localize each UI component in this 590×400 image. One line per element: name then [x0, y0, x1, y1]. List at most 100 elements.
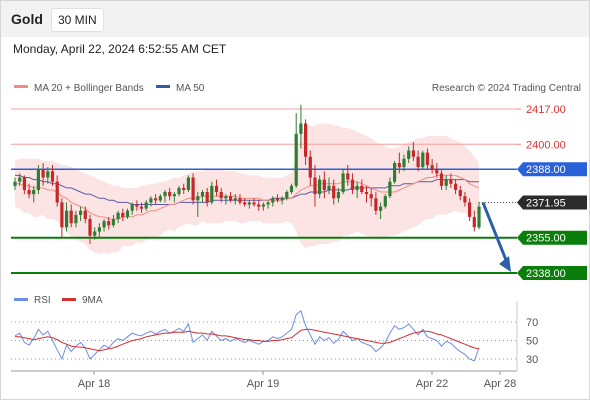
candle-body — [449, 179, 453, 184]
candle-body — [36, 169, 40, 190]
candle-body — [214, 185, 219, 192]
candle-body — [154, 198, 158, 201]
candle-body — [463, 196, 467, 203]
ma20-line — [15, 174, 480, 220]
candle-body — [350, 179, 355, 190]
candle-body — [74, 214, 78, 224]
candle-body — [336, 192, 340, 199]
candle-body — [402, 158, 406, 168]
pivot-label: 2388.00 — [526, 164, 566, 176]
candle-body — [355, 185, 359, 190]
candle-body — [308, 156, 312, 178]
candle-body — [468, 202, 472, 217]
candle-body — [257, 204, 261, 207]
candle-body — [50, 171, 55, 182]
candle-body — [393, 163, 397, 182]
candle-body — [22, 177, 26, 190]
candle-body — [346, 173, 350, 180]
price-levels — [11, 108, 517, 274]
candle-body — [135, 204, 139, 207]
rsi-ma-line — [15, 328, 480, 352]
candle-body — [172, 194, 176, 197]
candle-body — [439, 173, 444, 186]
rsi-tick-label: 70 — [526, 317, 538, 329]
candle-body — [32, 190, 36, 195]
candle-body — [182, 187, 186, 190]
candle-body — [294, 133, 298, 186]
candle-body — [364, 192, 369, 195]
candle-body — [229, 196, 233, 201]
candle-body — [360, 185, 364, 192]
candle-body — [177, 187, 181, 195]
candle-body — [125, 210, 130, 217]
candle-body — [191, 177, 195, 201]
candle-body — [458, 190, 462, 197]
candle-body — [238, 198, 242, 203]
candle-body — [196, 196, 200, 201]
candle-body — [13, 181, 17, 186]
candle-body — [210, 185, 214, 203]
support-2-label: 2338.00 — [526, 268, 566, 280]
candle-body — [425, 152, 429, 166]
candle-body — [121, 212, 125, 217]
candle-body — [65, 210, 69, 228]
instrument-title: Gold — [11, 11, 43, 27]
x-tick-label: Apr 22 — [416, 378, 448, 390]
candle-body — [88, 219, 92, 236]
resistance-2-label: 2400.00 — [526, 139, 566, 151]
candle-body — [224, 196, 228, 199]
x-tick-label: Apr 28 — [484, 378, 516, 390]
x-axis: Apr 18 Apr 19 Apr 22 Apr 28 — [11, 301, 518, 390]
candle-body — [233, 198, 237, 201]
candle-body — [435, 169, 439, 174]
ma20-legend-swatch — [14, 85, 28, 88]
candle-body — [285, 192, 289, 199]
candle-body — [477, 206, 481, 228]
candle-body — [397, 163, 401, 168]
candle-body — [341, 173, 345, 193]
candle-body — [430, 165, 434, 170]
rsi-ma-legend-label: 9MA — [82, 295, 103, 306]
last-price-label: 2371.95 — [526, 198, 566, 210]
candle-body — [116, 212, 120, 219]
rsi-ma-legend-swatch — [62, 298, 76, 301]
candle-body — [421, 152, 425, 168]
rsi-legend-label: RSI — [34, 295, 51, 306]
candle-body — [41, 169, 45, 178]
candle-body — [454, 183, 458, 190]
candle-body — [280, 198, 284, 201]
candle-body — [313, 177, 317, 195]
candle-body — [139, 206, 144, 209]
ma50-legend-label: MA 50 — [176, 83, 205, 94]
timeframe-badge[interactable]: 30 MIN — [51, 8, 104, 32]
rsi-legend-swatch — [14, 298, 28, 301]
candle-body — [444, 179, 448, 186]
candle-body — [97, 227, 101, 232]
x-tick-label: Apr 18 — [78, 378, 110, 390]
support-1-label: 2355.00 — [526, 233, 566, 245]
candle-body — [327, 185, 331, 190]
candle-body — [252, 202, 256, 205]
moving-averages — [15, 174, 480, 220]
forecast-arrow-shaft — [481, 201, 510, 266]
candle-body — [318, 179, 322, 195]
candle-body — [275, 198, 280, 201]
bollinger-bands — [15, 123, 479, 255]
forecast-arrow — [481, 201, 511, 272]
candlesticks — [13, 104, 481, 244]
research-credit: Research © 2024 Trading Central — [432, 83, 581, 94]
candle-body — [472, 216, 476, 228]
forecast-arrow-head — [499, 256, 511, 272]
candle-body — [383, 196, 387, 207]
candle-body — [107, 221, 111, 226]
candle-body — [93, 231, 97, 236]
candle-body — [407, 150, 411, 159]
rsi-tick-label: 30 — [526, 354, 538, 366]
timestamp: Monday, April 22, 2024 6:52:55 AM CET — [13, 42, 227, 56]
support-2-label-box — [517, 266, 587, 280]
candle-body — [130, 204, 134, 211]
candle-body — [219, 192, 223, 199]
candle-body — [149, 198, 153, 203]
